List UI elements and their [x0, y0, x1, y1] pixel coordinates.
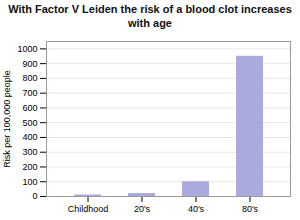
svg-text:500: 500	[22, 117, 37, 127]
svg-text:300: 300	[22, 147, 37, 157]
svg-text:900: 900	[22, 58, 37, 68]
svg-text:40's: 40's	[188, 203, 205, 213]
svg-text:600: 600	[22, 102, 37, 112]
svg-text:400: 400	[22, 132, 37, 142]
svg-text:200: 200	[22, 161, 37, 171]
svg-text:80's: 80's	[242, 203, 259, 213]
svg-text:Childhood: Childhood	[68, 203, 109, 213]
svg-text:800: 800	[22, 73, 37, 83]
svg-text:0: 0	[32, 191, 37, 201]
svg-text:20's: 20's	[134, 203, 151, 213]
svg-text:1000: 1000	[17, 43, 37, 53]
svg-text:Risk per 100,000 people: Risk per 100,000 people	[2, 70, 12, 168]
svg-text:100: 100	[22, 176, 37, 186]
svg-text:700: 700	[22, 88, 37, 98]
html-text:With Factor V Leiden the risk: With Factor V Leiden the risk of a blood…	[8, 3, 292, 29]
